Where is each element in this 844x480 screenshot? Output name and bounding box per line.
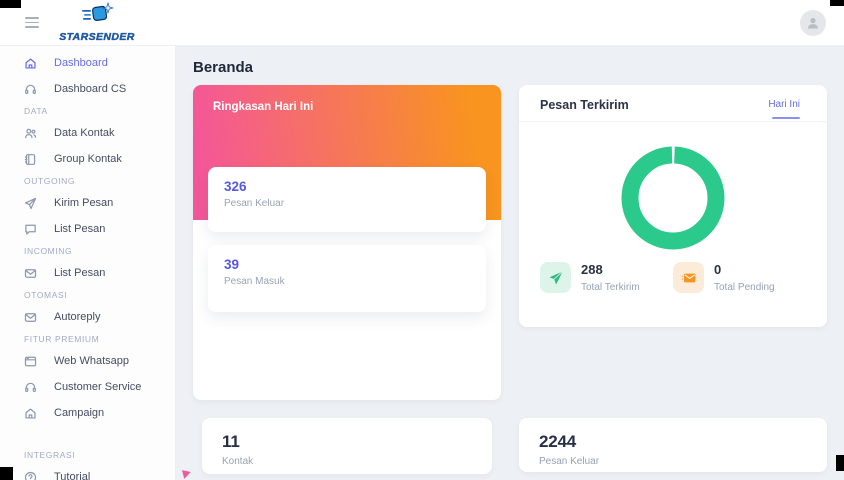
sent-donut-chart [618,143,728,253]
total-pending-group: 0 Total Pending [673,262,806,293]
sidebar-item-label: Data Kontak [54,127,115,139]
browser-icon [24,355,37,368]
users-icon [24,127,37,140]
user-avatar[interactable] [800,10,826,36]
sidebar-item-label: Dashboard CS [54,83,127,95]
sidebar-item-kirim-pesan[interactable]: Kirim Pesan [0,190,175,216]
campaign-icon [24,407,37,420]
sidebar-item-dashboard-cs[interactable]: Dashboard CS [0,76,175,102]
mail-icon [24,267,37,280]
sidebar-item-tutorial[interactable]: Tutorial [0,464,175,480]
sidebar-section-integrasi: INTEGRASI [24,450,76,460]
filter-tab-indicator [772,117,800,119]
app-logo[interactable]: STARSENDER [55,1,139,43]
sidebar-item-data-kontak[interactable]: Data Kontak [0,120,175,146]
sidebar-item-group-kontak[interactable]: Group Kontak [0,146,175,172]
address-book-icon [24,153,37,166]
sidebar-item-label: Dashboard [54,57,108,69]
kontak-count-card: 11 Kontak [202,418,492,474]
sent-messages-card: Pesan Terkirim Hari Ini 288 Total Terkir… [519,85,827,327]
total-terkirim-group: 288 Total Terkirim [540,262,673,293]
summary-card: Ringkasan Hari Ini 326 Pesan Keluar 39 P… [193,85,501,400]
screen-artifact [0,0,21,8]
help-icon [24,471,37,480]
stat-card-pesan-masuk: 39 Pesan Masuk [208,245,486,312]
sidebar-item-list-pesan-outgoing[interactable]: List Pesan [0,216,175,242]
sidebar-item-label: List Pesan [54,267,106,279]
sidebar-section-outgoing: OUTGOING [24,176,76,186]
stat-value: 326 [224,179,247,194]
mail-icon [24,311,37,324]
sent-totals-row: 288 Total Terkirim 0 Total Pending [540,262,806,293]
total-pending-label: Total Pending [714,282,775,293]
sidebar-section-data: DATA [24,106,48,116]
sidebar-item-dashboard[interactable]: Dashboard [0,50,175,76]
screen-artifact [0,467,13,480]
sidebar-section-otomasi: OTOMASI [24,290,68,300]
total-terkirim-label: Total Terkirim [581,282,640,293]
summary-card-title: Ringkasan Hari Ini [213,101,314,113]
sidebar-section-incoming: INCOMING [24,246,73,256]
headset-icon [24,83,37,96]
menu-toggle-icon[interactable] [25,17,39,28]
sidebar: Dashboard Dashboard CS DATA Data Kontak … [0,46,176,480]
pesan-keluar-count-card: 2244 Pesan Keluar [519,418,827,472]
total-terkirim-value: 288 [581,262,603,277]
kontak-count-value: 11 [222,432,240,451]
sidebar-item-list-pesan-incoming[interactable]: List Pesan [0,260,175,286]
sidebar-item-label: Autoreply [54,311,101,323]
sidebar-item-label: Customer Service [54,381,142,393]
sidebar-item-label: Group Kontak [54,153,122,165]
sidebar-item-label: Tutorial [54,471,91,480]
sidebar-item-campaign[interactable]: Campaign [0,400,175,426]
sidebar-item-label: Web Whatsapp [54,355,130,367]
sidebar-item-label: Campaign [54,407,105,419]
stat-value: 39 [224,257,240,272]
headset-icon [24,381,37,394]
pesan-keluar-count-label: Pesan Keluar [539,456,600,467]
total-pending-value: 0 [714,262,722,277]
chat-icon [24,223,37,236]
stat-card-pesan-keluar: 326 Pesan Keluar [208,167,486,232]
sidebar-nav: Dashboard Dashboard CS DATA Data Kontak … [0,46,175,480]
send-icon [24,197,37,210]
home-icon [24,57,37,70]
scroll-arrow-indicator [182,468,192,479]
filter-tab-hari-ini[interactable]: Hari Ini [768,99,800,110]
stat-label: Pesan Masuk [224,276,285,287]
sidebar-item-autoreply[interactable]: Autoreply [0,304,175,330]
stat-label: Pesan Keluar [224,198,285,209]
sidebar-item-web-whatsapp[interactable]: Web Whatsapp [0,348,175,374]
sidebar-item-label: List Pesan [54,223,106,235]
topbar: STARSENDER [0,0,844,46]
app-name: STARSENDER [59,31,135,43]
send-icon [540,262,571,293]
screen-artifact [830,0,844,6]
screen-artifact [836,455,844,471]
sidebar-item-label: Kirim Pesan [54,197,114,209]
sidebar-section-fitur-premium: FITUR PREMIUM [24,334,100,344]
page-title: Beranda [193,59,254,76]
kontak-count-label: Kontak [222,456,254,467]
pesan-keluar-count-value: 2244 [539,432,577,451]
sent-card-title: Pesan Terkirim [540,98,629,112]
logo-paper-plane-icon [82,1,115,21]
sent-card-header: Pesan Terkirim Hari Ini [519,85,827,122]
sidebar-item-customer-service[interactable]: Customer Service [0,374,175,400]
person-icon [808,18,818,29]
mail-icon [673,262,704,293]
